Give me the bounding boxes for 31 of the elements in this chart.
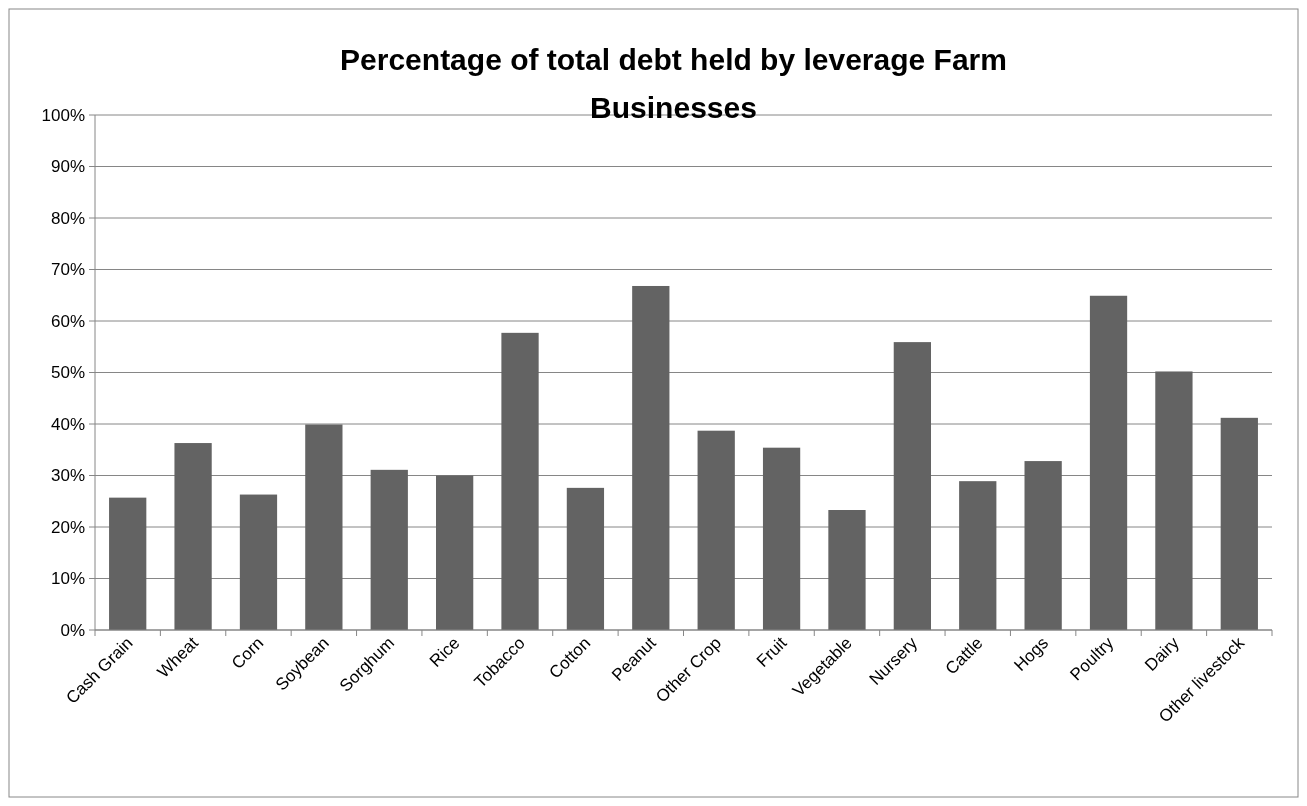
- bar: [632, 285, 670, 630]
- bar: [893, 342, 931, 630]
- y-tick-label: 90%: [50, 157, 85, 177]
- y-tick-label: 100%: [41, 105, 85, 125]
- bar: [305, 424, 343, 630]
- x-tick-label: Rice: [425, 633, 464, 671]
- y-tick-label: 60%: [50, 311, 85, 331]
- bar: [828, 510, 866, 630]
- bar: [762, 447, 801, 630]
- y-tick-label: 30%: [50, 466, 85, 486]
- y-tick-label: 70%: [50, 260, 85, 280]
- bar: [1220, 417, 1258, 630]
- bar: [1089, 295, 1128, 630]
- bar: [239, 494, 278, 630]
- bar: [501, 332, 539, 630]
- bar: [109, 497, 147, 630]
- y-tick-label: 20%: [50, 517, 85, 537]
- y-tick-label: 80%: [50, 208, 85, 228]
- bar: [436, 475, 474, 630]
- bar: [566, 487, 605, 630]
- y-tick-label: 10%: [50, 569, 85, 589]
- bar: [959, 481, 997, 630]
- bar: [697, 430, 735, 630]
- bar: [1155, 371, 1193, 630]
- bar: [174, 443, 212, 630]
- chart-title: Percentage of total debt held by leverage Farm Businesses: [340, 43, 1007, 124]
- bar: [370, 469, 408, 630]
- y-tick-label: 40%: [50, 414, 85, 434]
- bar: [1024, 461, 1062, 630]
- y-tick-label: 0%: [60, 620, 85, 640]
- y-tick-label: 50%: [50, 363, 85, 383]
